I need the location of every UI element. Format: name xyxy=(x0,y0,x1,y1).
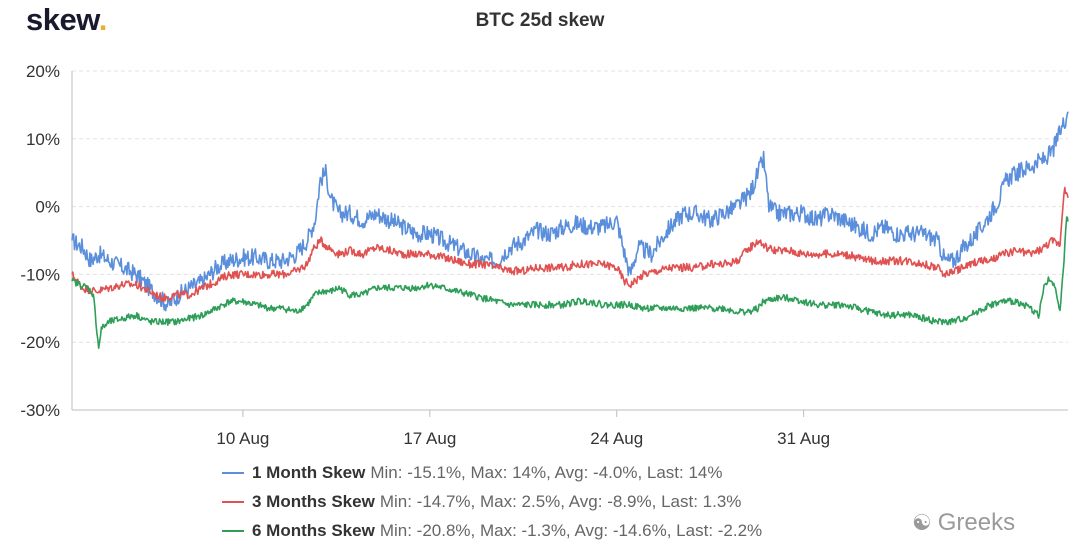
legend-name-1m: 1 Month Skew xyxy=(252,462,366,482)
legend-name-6m: 6 Months Skew xyxy=(252,520,375,540)
skew-logo: skew. xyxy=(26,2,107,38)
watermark: ☯ Greeks xyxy=(912,509,1015,537)
legend-stats-1m: Min: -15.1%, Max: 14%, Avg: -4.0%, Last:… xyxy=(370,462,723,482)
series-lines xyxy=(71,111,1069,349)
y-tick-label: 0% xyxy=(35,198,60,217)
legend-item-3m[interactable]: 3 Months Skew Min: -14.7%, Max: 2.5%, Av… xyxy=(222,487,762,516)
y-tick-label: -30% xyxy=(20,401,60,420)
grid-lines xyxy=(72,70,1068,343)
legend-swatch-3m xyxy=(222,500,244,503)
legend: 1 Month Skew Min: -15.1%, Max: 14%, Avg:… xyxy=(222,458,762,545)
legend-item-1m[interactable]: 1 Month Skew Min: -15.1%, Max: 14%, Avg:… xyxy=(222,458,762,487)
axes: 20% 10% 0% -10% -20% -30% 10 Aug 17 Aug 24 Aug 31… xyxy=(20,62,1068,448)
legend-name-3m: 3 Months Skew xyxy=(252,491,375,511)
y-tick-label: -20% xyxy=(20,333,60,352)
y-tick-label: 10% xyxy=(26,130,60,149)
chart-title: BTC 25d skew xyxy=(475,10,605,31)
series-line-3m xyxy=(71,186,1069,303)
y-tick-label: 20% xyxy=(26,62,60,81)
x-tick-label: 10 Aug xyxy=(216,429,269,448)
series-line-1m xyxy=(71,111,1069,312)
legend-swatch-1m xyxy=(222,471,244,474)
legend-swatch-6m xyxy=(222,529,244,532)
wechat-icon: ☯ xyxy=(912,510,932,535)
y-tick-label: -10% xyxy=(20,265,60,284)
watermark-text: Greeks xyxy=(937,509,1016,536)
logo-dot: . xyxy=(98,2,108,37)
logo-text: skew xyxy=(26,2,99,37)
x-tick-label: 31 Aug xyxy=(777,429,830,448)
x-tick-label: 24 Aug xyxy=(590,429,643,448)
legend-item-6m[interactable]: 6 Months Skew Min: -20.8%, Max: -1.3%, A… xyxy=(222,516,762,545)
legend-stats-3m: Min: -14.7%, Max: 2.5%, Avg: -8.9%, Last… xyxy=(379,491,742,511)
legend-stats-6m: Min: -20.8%, Max: -1.3%, Avg: -14.6%, La… xyxy=(379,520,763,540)
x-tick-label: 17 Aug xyxy=(403,429,456,448)
series-line-6m xyxy=(71,216,1069,349)
